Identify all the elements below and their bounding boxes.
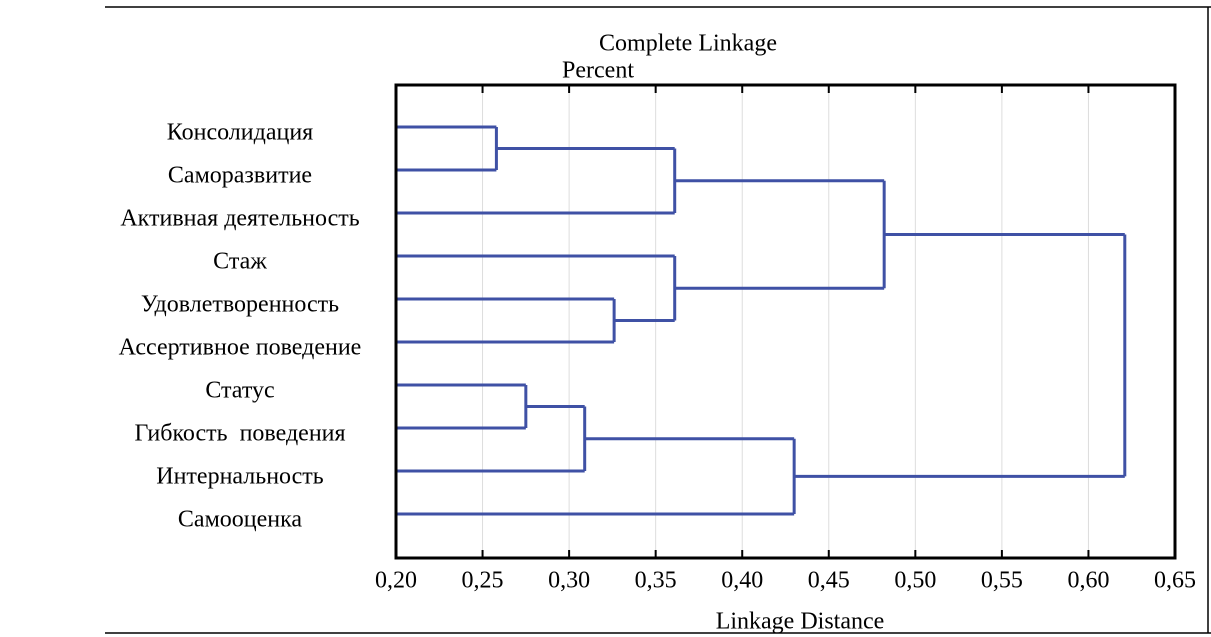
x-tick-label: 0,35: [635, 568, 677, 594]
chart-subtitle: Percent: [562, 58, 634, 84]
x-tick-label: 0,65: [1154, 568, 1196, 594]
leaf-label: Статус: [205, 378, 274, 404]
leaf-label: Самооценка: [178, 507, 302, 533]
x-tick-label: 0,40: [721, 568, 763, 594]
leaf-label: Удовлетворенность: [141, 292, 339, 318]
x-tick-label: 0,20: [375, 568, 417, 594]
leaf-label: Саморазвитие: [168, 163, 312, 189]
x-tick-label: 0,45: [808, 568, 850, 594]
x-axis-label: Linkage Distance: [716, 609, 885, 635]
leaf-label: Ассертивное поведение: [119, 335, 362, 361]
x-tick-label: 0,50: [894, 568, 936, 594]
x-tick-label: 0,60: [1067, 568, 1109, 594]
x-tick-label: 0,55: [981, 568, 1023, 594]
leaf-label: Стаж: [213, 249, 267, 275]
leaf-label: Интернальность: [156, 464, 324, 490]
x-tick-label: 0,30: [548, 568, 590, 594]
leaf-label: Гибкость поведения: [134, 421, 345, 447]
chart-title: Complete Linkage: [599, 31, 777, 57]
leaf-label: Консолидация: [167, 120, 313, 146]
plot-frame: [394, 83, 1177, 560]
x-tick-label: 0,25: [462, 568, 504, 594]
leaf-label: Активная деятельность: [120, 206, 359, 232]
